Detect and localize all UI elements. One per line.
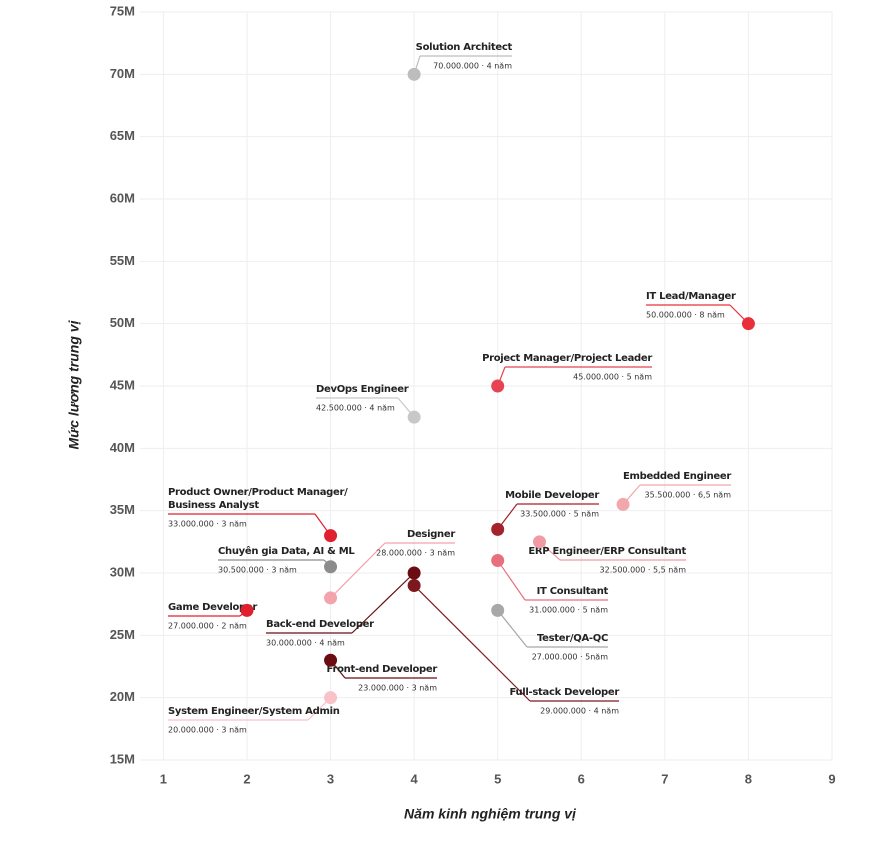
point <box>324 591 338 605</box>
point <box>407 566 421 580</box>
x-tick-label: 3 <box>327 771 334 786</box>
point <box>324 691 338 705</box>
y-tick-label: 70M <box>110 66 135 81</box>
point-name: Solution Architect <box>416 42 513 53</box>
point-detail: 45.000.000 · 5 năm <box>573 373 652 382</box>
point-detail: 50.000.000 · 8 năm <box>646 311 725 320</box>
point-detail: 31.000.000 · 5 năm <box>529 606 608 615</box>
point-detail: 42.500.000 · 4 năm <box>316 404 395 413</box>
x-tick-label: 7 <box>661 771 668 786</box>
point-name: Tester/QA-QC <box>537 633 608 644</box>
point <box>491 522 505 536</box>
y-tick-label: 35M <box>110 502 135 517</box>
point-detail: 23.000.000 · 3 năm <box>358 684 437 693</box>
point-name: Game Developer <box>168 602 257 613</box>
point-name: IT Consultant <box>537 586 609 597</box>
leader-line <box>497 610 528 648</box>
point <box>407 67 421 81</box>
point-detail: 33.500.000 · 5 năm <box>520 510 599 519</box>
point-name: ERP Engineer/ERP Consultant <box>528 546 686 557</box>
point-name: IT Lead/Manager <box>646 291 736 302</box>
point-name: System Engineer/System Admin <box>168 706 340 717</box>
point-detail: 27.000.000 · 2 năm <box>168 622 247 631</box>
y-tick-label: 65M <box>110 128 135 143</box>
point-detail: 35.500.000 · 6,5 năm <box>645 491 732 500</box>
x-tick-label: 4 <box>411 771 419 786</box>
point-name: Business Analyst <box>168 500 259 511</box>
point-name: DevOps Engineer <box>316 384 409 395</box>
y-tick-label: 25M <box>110 627 135 642</box>
point-name: Embedded Engineer <box>623 471 731 482</box>
y-tick-label: 45M <box>110 377 135 392</box>
y-tick-label: 40M <box>110 440 135 455</box>
y-tick-label: 15M <box>110 751 135 766</box>
point-name: Full-stack Developer <box>509 687 619 698</box>
point-name: Back-end Developer <box>266 619 374 630</box>
point <box>616 497 630 511</box>
point-detail: 33.000.000 · 3 năm <box>168 520 247 529</box>
point-detail: 20.000.000 · 3 năm <box>168 726 247 735</box>
point <box>407 410 421 424</box>
point <box>491 379 505 393</box>
point <box>324 529 338 543</box>
leader-line <box>351 572 415 634</box>
y-tick-label: 30M <box>110 564 135 579</box>
x-axis-label: Năm kinh nghiệm trung vị <box>404 806 577 822</box>
point-name: Product Owner/Product Manager/ <box>168 487 348 498</box>
x-tick-label: 6 <box>578 771 585 786</box>
point-name: Mobile Developer <box>505 490 599 501</box>
point-detail: 30.000.000 · 4 năm <box>266 639 345 648</box>
y-tick-label: 55M <box>110 253 135 268</box>
point <box>491 554 505 568</box>
y-tick-label: 60M <box>110 190 135 205</box>
point <box>532 535 546 549</box>
point-detail: 32.500.000 · 5,5 năm <box>600 566 687 575</box>
y-axis-label: Mức lương trung vị <box>66 319 82 449</box>
y-tick-label: 20M <box>110 689 135 704</box>
point <box>324 560 338 574</box>
point-name: Front-end Developer <box>327 664 438 675</box>
leader-line <box>330 542 386 599</box>
point-name: Project Manager/Project Leader <box>482 353 652 364</box>
point <box>240 603 254 617</box>
point <box>741 317 755 331</box>
point-detail: 70.000.000 · 4 năm <box>433 62 512 71</box>
y-tick-label: 50M <box>110 315 135 330</box>
x-tick-label: 1 <box>160 771 167 786</box>
x-tick-label: 5 <box>494 771 501 786</box>
point-detail: 28.000.000 · 3 năm <box>376 549 455 558</box>
leader-line <box>497 560 526 601</box>
x-tick-label: 2 <box>243 771 250 786</box>
point-name: Designer <box>407 529 455 540</box>
y-tick-label: 75M <box>110 3 135 18</box>
point-detail: 29.000.000 · 4 năm <box>540 707 619 716</box>
leader-line <box>413 585 531 702</box>
x-tick-label: 8 <box>745 771 752 786</box>
point <box>407 578 421 592</box>
point <box>324 653 338 667</box>
point-detail: 30.500.000 · 3 năm <box>218 566 297 575</box>
point-name: Chuyên gia Data, AI & ML <box>218 545 355 557</box>
x-tick-label: 9 <box>828 771 835 786</box>
point <box>491 603 505 617</box>
point-detail: 27.000.000 · 5năm <box>532 653 608 662</box>
